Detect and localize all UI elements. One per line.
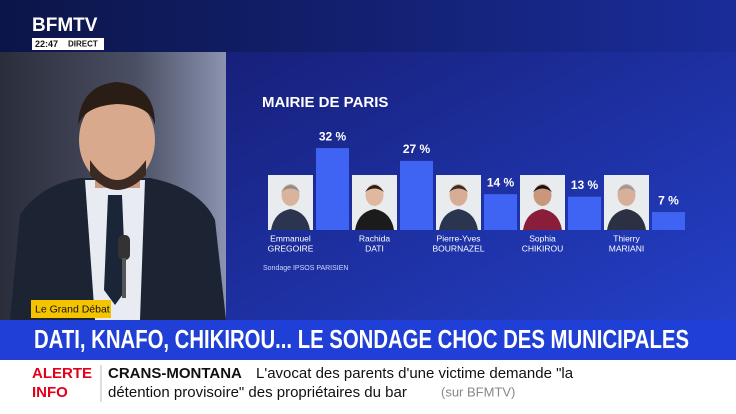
candidate-hair	[533, 185, 552, 192]
candidate-face	[617, 184, 636, 206]
alert-topic: CRANS-MONTANA	[108, 365, 242, 382]
candidate-first-name: Rachida	[359, 233, 390, 243]
candidate-suit	[355, 209, 394, 230]
live-label: DIRECT	[68, 40, 98, 49]
clock: 22:47	[35, 39, 58, 49]
candidate-first-name: Sophia	[529, 233, 556, 243]
top-band	[0, 0, 736, 52]
bar	[400, 160, 433, 230]
candidate-first-name: Pierre-Yves	[437, 233, 481, 243]
candidate-face	[533, 184, 552, 206]
bar	[652, 212, 685, 230]
value-label: 32 %	[319, 129, 347, 143]
candidate-hair	[281, 185, 300, 192]
candidate-last-name: BOURNAZEL	[433, 243, 485, 253]
bar	[568, 196, 601, 230]
headline: DATI, KNAFO, CHIKIROU... LE SONDAGE CHOC…	[34, 324, 689, 354]
candidate-last-name: DATI	[365, 243, 384, 253]
value-label: 14 %	[487, 175, 515, 189]
alert-label: INFO	[32, 384, 68, 401]
candidate-face	[449, 184, 468, 206]
candidate-suit	[523, 209, 562, 230]
alert-text: détention provisoire" des propriétaires …	[108, 384, 407, 401]
candidate-last-name: MARIANI	[609, 243, 644, 253]
program-name: Le Grand Débat	[35, 303, 110, 315]
clock-box	[32, 38, 104, 50]
channel-logo: BFMTV	[32, 15, 98, 36]
value-label: 27 %	[403, 142, 431, 156]
candidate-face	[281, 184, 300, 206]
candidate-hair	[365, 185, 384, 192]
candidate-hair	[449, 185, 468, 192]
alert-label: ALERTE	[32, 365, 92, 382]
value-label: 7 %	[658, 193, 679, 207]
candidate-last-name: GREGOIRE	[268, 243, 314, 253]
candidate-suit	[607, 209, 646, 230]
alert-source: (sur BFMTV)	[441, 384, 515, 399]
presenter	[10, 82, 226, 320]
alert-text: L'avocat des parents d'une victime deman…	[256, 365, 574, 382]
candidate-face	[365, 184, 384, 206]
candidate-suit	[271, 209, 310, 230]
candidate-last-name: CHIKIROU	[522, 243, 564, 253]
candidate-suit	[439, 209, 478, 230]
candidate-first-name: Thierry	[613, 233, 640, 243]
chart-title: MAIRIE DE PARIS	[262, 94, 388, 111]
candidate-hair	[617, 185, 636, 192]
bar	[316, 148, 349, 230]
alert-band	[0, 360, 736, 414]
headline-band	[0, 320, 736, 360]
chart-source: Sondage IPSOS PARISIEN	[263, 265, 348, 272]
bar	[484, 194, 517, 230]
program-tag	[31, 300, 111, 318]
candidate-first-name: Emmanuel	[270, 233, 311, 243]
value-label: 13 %	[571, 178, 599, 192]
